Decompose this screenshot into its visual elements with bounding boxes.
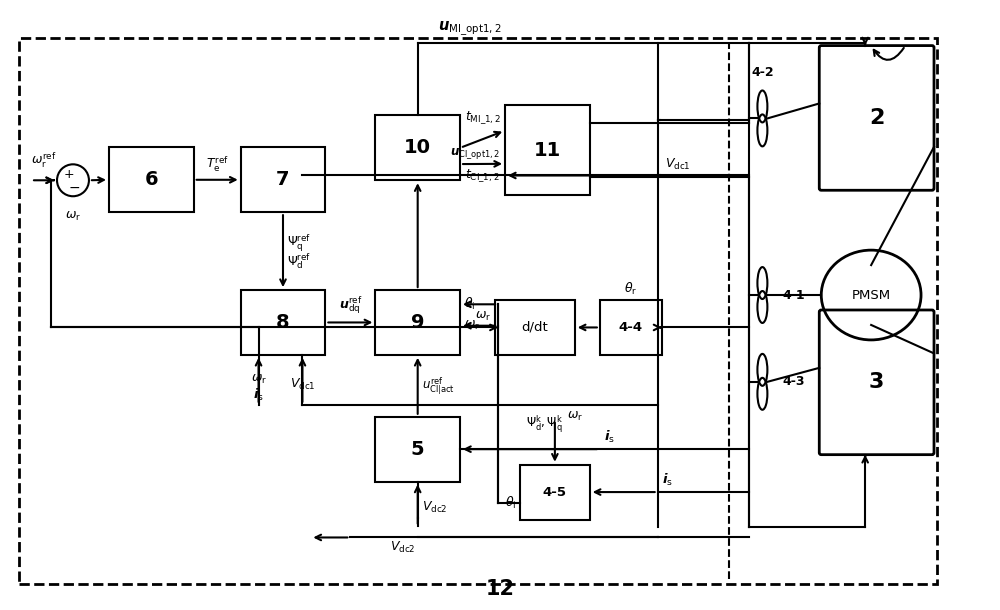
Text: $\boldsymbol{i}_{\rm s}$: $\boldsymbol{i}_{\rm s}$: [604, 429, 615, 445]
Text: PMSM: PMSM: [852, 289, 891, 301]
Text: $\boldsymbol{u}_{\rm dq}^{\rm ref}$: $\boldsymbol{u}_{\rm dq}^{\rm ref}$: [339, 295, 362, 317]
Bar: [375, 290, 460, 355]
Bar: [505, 106, 590, 195]
Text: $\Psi_{\rm d}^{\rm ref}$: $\Psi_{\rm d}^{\rm ref}$: [287, 251, 311, 271]
Text: $\omega_{\rm r}^{\rm ref}$: $\omega_{\rm r}^{\rm ref}$: [31, 151, 56, 170]
Text: 10: 10: [404, 138, 431, 157]
Text: 6: 6: [144, 170, 158, 189]
Text: 2: 2: [869, 108, 884, 128]
Text: $\omega_{\rm r}$: $\omega_{\rm r}$: [475, 310, 491, 323]
Text: 4-5: 4-5: [543, 486, 567, 498]
Bar: [109, 148, 194, 212]
Bar: [520, 465, 590, 520]
FancyArrowPatch shape: [874, 48, 904, 60]
Text: $\Psi_{\rm d}^{\rm k},\Psi_{\rm q}^{\rm k}$: $\Psi_{\rm d}^{\rm k},\Psi_{\rm q}^{\rm …: [526, 414, 563, 435]
Text: $t_{\rm MI\_1,2}$: $t_{\rm MI\_1,2}$: [465, 109, 501, 126]
Text: $\boldsymbol{u}_{\rm CI\_opt1,2}$: $\boldsymbol{u}_{\rm CI\_opt1,2}$: [450, 146, 500, 161]
Text: d/dt: d/dt: [522, 321, 548, 334]
Text: 11: 11: [534, 141, 561, 160]
Bar: [375, 417, 460, 482]
Text: $T_{\rm e}^{\rm ref}$: $T_{\rm e}^{\rm ref}$: [206, 154, 229, 174]
Text: 4-1: 4-1: [782, 289, 805, 301]
Text: $\theta_{\rm i}$: $\theta_{\rm i}$: [464, 296, 475, 312]
Bar: [495, 300, 575, 355]
Text: $\omega_{\rm r}$: $\omega_{\rm r}$: [251, 373, 267, 386]
Text: $\boldsymbol{i}_{\rm s}$: $\boldsymbol{i}_{\rm s}$: [253, 387, 264, 403]
Text: 4-3: 4-3: [782, 375, 805, 389]
Text: 9: 9: [411, 313, 424, 332]
Bar: [241, 290, 325, 355]
Text: $\omega_{\rm r}$: $\omega_{\rm r}$: [464, 319, 480, 332]
Text: $-$: $-$: [68, 181, 80, 194]
Text: 5: 5: [411, 440, 425, 459]
Text: $V_{\rm dc1}$: $V_{\rm dc1}$: [290, 377, 315, 392]
Bar: [19, 38, 937, 584]
Text: $\boldsymbol{i}_{\rm s}$: $\boldsymbol{i}_{\rm s}$: [662, 472, 673, 488]
Text: +: +: [64, 168, 74, 181]
Text: $\Psi_{\rm q}^{\rm ref}$: $\Psi_{\rm q}^{\rm ref}$: [287, 232, 311, 254]
Text: $V_{\rm dc2}$: $V_{\rm dc2}$: [390, 539, 416, 554]
Text: 12: 12: [486, 580, 514, 600]
Text: $\theta_{\rm r}$: $\theta_{\rm r}$: [624, 281, 637, 297]
Text: 4-2: 4-2: [751, 65, 774, 79]
Text: $V_{\rm dc2}$: $V_{\rm dc2}$: [422, 500, 447, 515]
Bar: [375, 115, 460, 181]
Text: 4-4: 4-4: [619, 321, 643, 334]
Text: $\omega_{\rm r}$: $\omega_{\rm r}$: [567, 410, 583, 423]
Text: $V_{\rm dc1}$: $V_{\rm dc1}$: [665, 156, 690, 171]
Text: 3: 3: [869, 372, 884, 392]
Text: $\boldsymbol{u}_{\rm MI\_opt1,2}$: $\boldsymbol{u}_{\rm MI\_opt1,2}$: [438, 20, 502, 38]
Text: $\theta_{\rm i}$: $\theta_{\rm i}$: [505, 495, 516, 511]
Text: 8: 8: [276, 313, 290, 332]
Text: 7: 7: [276, 170, 290, 189]
Text: $u_{\rm CI|act}^{\rm ref}$: $u_{\rm CI|act}^{\rm ref}$: [422, 375, 455, 396]
Bar: [241, 148, 325, 212]
Text: $\omega_{\rm r}$: $\omega_{\rm r}$: [65, 210, 81, 223]
Text: $t_{\rm CI\_1,2}$: $t_{\rm CI\_1,2}$: [465, 167, 500, 184]
Bar: [600, 300, 662, 355]
